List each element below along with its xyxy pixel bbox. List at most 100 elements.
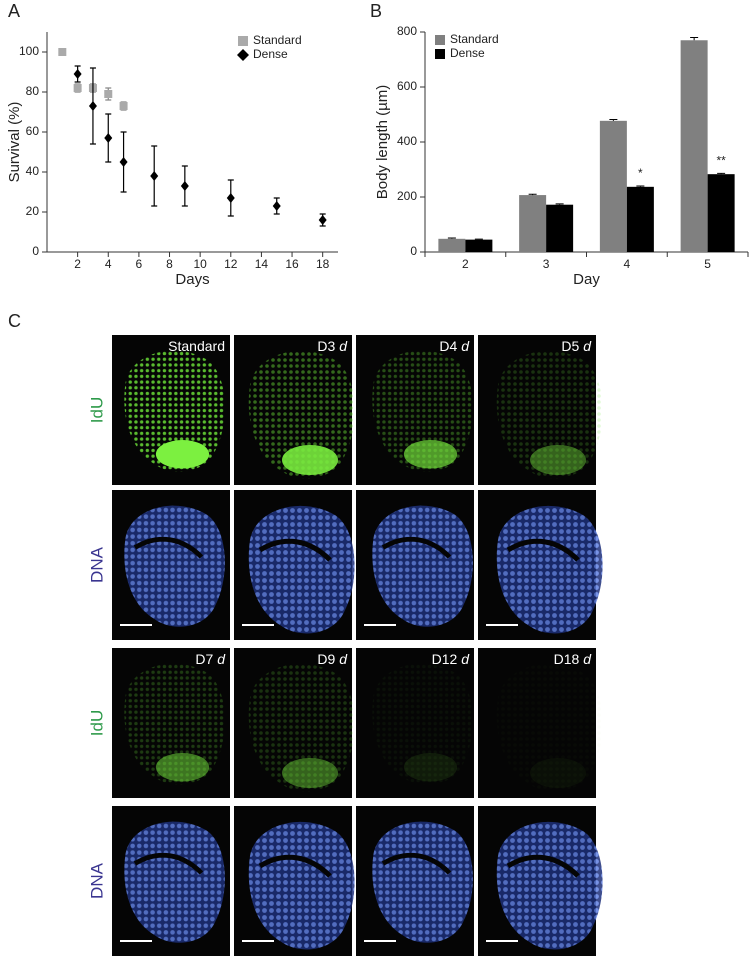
image-label-part: d — [335, 651, 348, 667]
marker — [272, 201, 281, 211]
image-label-part: d — [335, 338, 348, 354]
image-label: D3 d — [317, 338, 348, 354]
bar — [599, 120, 627, 252]
marker — [119, 157, 128, 167]
image-label-part: D12 — [432, 651, 458, 667]
image-label: D4 d — [439, 338, 470, 354]
x-tick-label: 18 — [316, 257, 330, 271]
x-tick-label: 12 — [224, 257, 238, 271]
image-label-part: D4 — [439, 338, 457, 354]
specimen — [496, 821, 603, 950]
annotation: ** — [716, 154, 726, 168]
specimen — [496, 350, 603, 479]
marker — [104, 133, 113, 143]
y-axis-label: Body length (µm) — [374, 85, 391, 200]
bar — [519, 195, 547, 252]
specimen-fold — [506, 538, 580, 562]
image-label-part: d — [579, 338, 592, 354]
image-label-part: d — [457, 651, 470, 667]
marker — [58, 48, 67, 56]
y-tick-label: 200 — [397, 189, 417, 203]
x-axis-label: Days — [175, 271, 209, 288]
specimen — [496, 505, 603, 634]
specimen — [372, 350, 473, 472]
marker — [318, 215, 327, 225]
row-label: DNA — [87, 862, 106, 899]
bar — [438, 238, 466, 252]
x-tick-label: 6 — [136, 257, 143, 271]
x-tick-label: 8 — [166, 257, 173, 271]
error-bar — [528, 193, 537, 196]
panel-label: C — [8, 311, 21, 331]
image-label: D7 d — [195, 651, 226, 667]
specimen — [372, 505, 473, 627]
specimen-fold — [133, 852, 204, 875]
legend-swatch — [435, 35, 445, 45]
specimen — [124, 350, 225, 472]
x-tick-label: 5 — [704, 257, 711, 271]
bar — [546, 204, 574, 252]
legend-label: Standard — [450, 32, 499, 46]
legend-label: Standard — [253, 33, 302, 47]
image-label-part: D5 — [561, 338, 579, 354]
specimen-fold — [381, 536, 452, 559]
panel-label: B — [370, 1, 382, 21]
error-bar — [717, 172, 726, 175]
legend-swatch — [238, 36, 248, 46]
x-tick-label: 14 — [255, 257, 269, 271]
error-bar — [609, 118, 618, 121]
x-tick-label: 2 — [462, 257, 469, 271]
error-bar — [474, 238, 483, 240]
row-label: IdU — [87, 397, 106, 423]
specimen — [124, 505, 225, 627]
image-label-part: D3 — [317, 338, 335, 354]
panel-label: A — [8, 1, 20, 21]
y-tick-label: 400 — [397, 134, 417, 148]
x-tick-label: 4 — [624, 257, 631, 271]
error-bar — [636, 185, 645, 187]
specimen-signal — [155, 440, 210, 469]
specimen — [248, 663, 355, 792]
y-tick-label: 600 — [397, 79, 417, 93]
specimen-fold — [133, 536, 204, 559]
image-label: D9 d — [317, 651, 348, 667]
specimen — [372, 821, 473, 943]
error-bar — [555, 203, 564, 205]
legend-label: Dense — [253, 47, 288, 61]
specimen-signal — [403, 440, 458, 469]
legend-label: Dense — [450, 46, 485, 60]
x-tick-label: 10 — [193, 257, 207, 271]
bar — [680, 40, 708, 252]
y-tick-label: 20 — [26, 204, 40, 218]
x-tick-label: 4 — [105, 257, 112, 271]
specimen — [248, 350, 355, 479]
marker — [73, 84, 82, 92]
image-label-part: Standard — [168, 338, 225, 354]
y-tick-label: 100 — [19, 44, 39, 58]
legend-swatch — [237, 49, 249, 61]
marker — [150, 171, 159, 181]
marker — [104, 90, 113, 98]
annotation: * — [638, 166, 643, 180]
y-axis-label: Survival (%) — [6, 102, 23, 183]
specimen — [124, 663, 225, 785]
bar — [626, 186, 654, 252]
image-label: D18 d — [554, 651, 593, 667]
y-tick-label: 800 — [397, 24, 417, 38]
x-axis-label: Day — [573, 271, 600, 288]
y-tick-label: 80 — [26, 84, 40, 98]
specimen-fold — [506, 854, 580, 878]
x-tick-label: 2 — [74, 257, 81, 271]
marker — [73, 69, 82, 79]
specimen-signal — [403, 753, 458, 782]
row-label: DNA — [87, 546, 106, 583]
micrograph — [478, 648, 596, 798]
specimen — [124, 821, 225, 943]
marker — [180, 181, 189, 191]
image-label: D5 d — [561, 338, 592, 354]
specimen — [372, 663, 473, 785]
specimen-signal — [282, 445, 338, 475]
specimen-fold — [258, 538, 332, 562]
marker — [119, 102, 128, 110]
